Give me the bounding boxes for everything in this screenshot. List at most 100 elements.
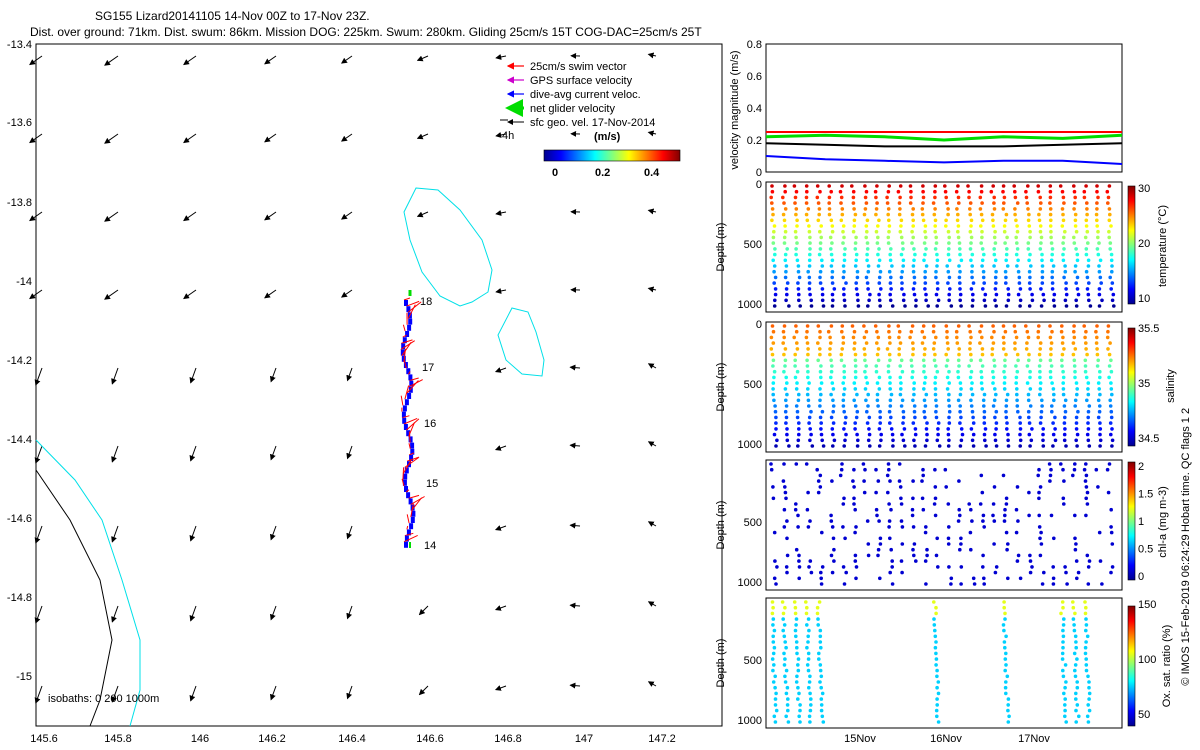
profile-point	[1005, 392, 1010, 397]
profile-point	[1098, 444, 1102, 448]
profile-point	[982, 421, 987, 425]
profile-point	[933, 485, 938, 489]
profile-point	[903, 304, 907, 308]
velocity-series-line	[765, 133, 1123, 142]
profile-point	[925, 432, 929, 437]
profile-point	[794, 462, 799, 466]
profile-point	[1039, 235, 1044, 240]
profile-point	[1097, 409, 1102, 414]
profile-point	[968, 375, 973, 380]
profile-point	[1015, 398, 1019, 403]
sfc-velocity-arrow	[104, 211, 119, 222]
profile-point	[873, 189, 878, 194]
profile-point	[1013, 195, 1018, 200]
profile-point	[867, 415, 872, 420]
profile-point	[784, 269, 788, 274]
profile-point	[820, 691, 825, 696]
profile-point	[829, 519, 834, 523]
sfc-velocity-arrow	[29, 211, 43, 222]
profile-point	[947, 392, 951, 397]
profile-point	[1027, 304, 1032, 308]
profile-point	[792, 600, 797, 604]
profile-point	[935, 264, 939, 268]
profile-point	[863, 184, 867, 188]
profile-point	[924, 582, 928, 586]
profile-point	[944, 218, 948, 223]
profile-point	[1112, 304, 1116, 308]
profile-point	[785, 427, 789, 431]
profile-point	[1026, 409, 1031, 414]
profile-point	[773, 247, 777, 251]
profile-point	[865, 381, 870, 385]
profile-point	[807, 415, 812, 420]
profile-point	[922, 258, 926, 263]
profile-point	[1027, 421, 1032, 425]
profile-point	[954, 329, 959, 334]
profile-point	[982, 409, 987, 414]
profile-point	[830, 427, 835, 431]
profile-point	[992, 235, 997, 240]
profile-point	[1097, 264, 1101, 268]
profile-point	[935, 714, 939, 719]
profile-point	[1072, 184, 1076, 188]
profile-point	[993, 298, 997, 303]
profile-point	[911, 264, 916, 268]
profile-point	[1072, 241, 1077, 245]
profile-point	[809, 570, 814, 575]
profile-point	[981, 398, 986, 403]
profile-point	[947, 415, 951, 420]
profile-point	[863, 387, 868, 391]
profile-point	[1085, 490, 1090, 495]
profile-point	[1075, 392, 1079, 397]
profile-point	[785, 438, 790, 443]
profile-point	[771, 258, 775, 263]
profile-point	[795, 409, 800, 414]
profile-point	[899, 387, 903, 391]
profile-point	[806, 657, 811, 661]
profile-point	[1110, 542, 1115, 546]
profile-point	[956, 369, 960, 374]
profile-point	[844, 281, 848, 285]
profile-point	[866, 264, 871, 268]
profile-point	[935, 369, 940, 374]
profile-point	[888, 570, 892, 575]
profile-point	[933, 207, 937, 211]
profile-point	[1025, 341, 1029, 345]
profile-point	[1063, 708, 1067, 713]
profile-point	[1073, 212, 1078, 217]
profile-point	[958, 247, 962, 251]
profile-point	[1077, 714, 1081, 719]
profile-point	[808, 559, 813, 563]
profile-point	[797, 432, 801, 437]
profile-point	[1028, 369, 1032, 374]
profile-point	[1030, 292, 1034, 297]
profile-point	[841, 224, 846, 228]
profile-point	[862, 212, 867, 217]
profile-point	[934, 708, 939, 713]
profile-point	[909, 358, 914, 363]
profile-point	[782, 324, 787, 328]
profile-point	[1084, 224, 1089, 228]
profile-point	[1085, 714, 1090, 719]
profile-point	[900, 241, 905, 245]
profile-point	[772, 369, 777, 374]
profile-point	[910, 241, 914, 245]
profile-point	[944, 324, 949, 328]
profile-point	[888, 421, 892, 425]
sfc-velocity-arrow	[111, 525, 119, 543]
profile-point	[1016, 358, 1020, 363]
profile-point	[968, 347, 972, 351]
map-panel: 145.6 145.8 146 146.2 146.4 146.6 146.8 147 147.…	[7, 39, 723, 745]
profile-point	[1038, 381, 1043, 385]
day-label-16: 16	[424, 418, 436, 430]
profile-point	[1085, 201, 1089, 205]
sfc-velocity-arrow	[34, 685, 43, 704]
profile-point	[819, 703, 824, 707]
profile-point	[1014, 364, 1018, 368]
profile-point	[1049, 235, 1053, 240]
profile-point	[1071, 605, 1076, 610]
profile-point	[1037, 513, 1041, 518]
profile-point	[818, 668, 823, 673]
profile-point	[1006, 708, 1010, 713]
profile-point	[958, 392, 963, 397]
